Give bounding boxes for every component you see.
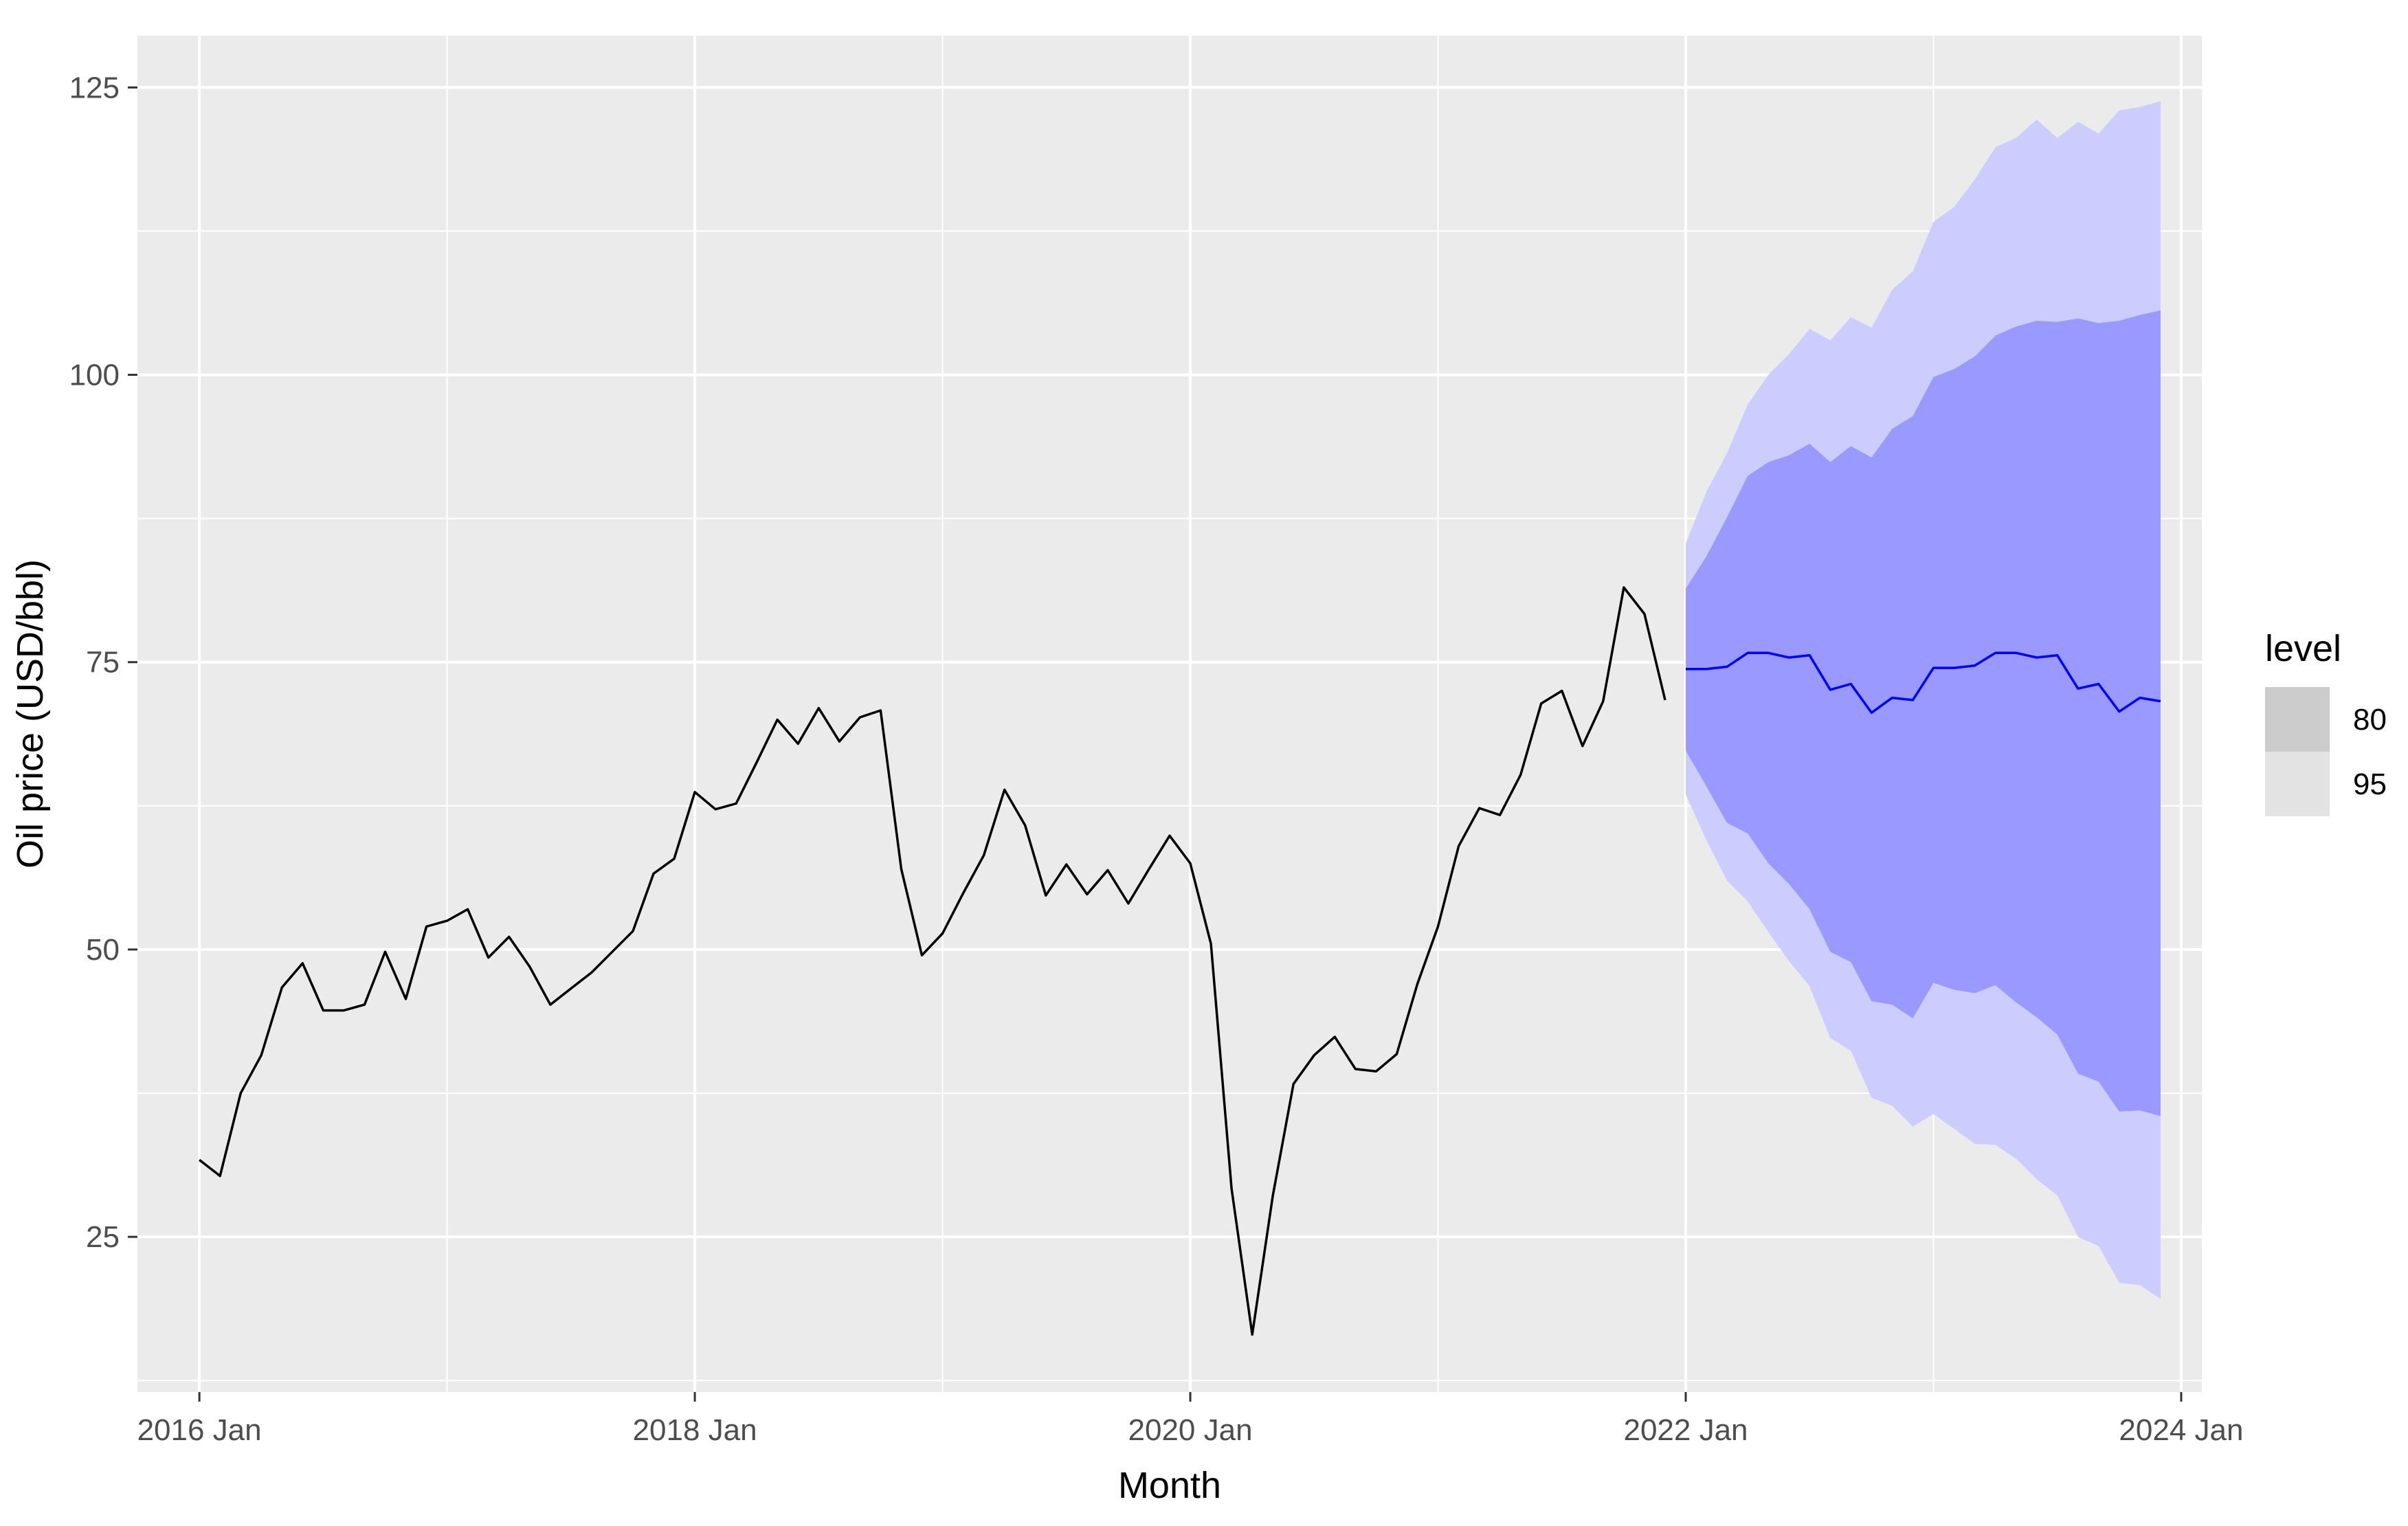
series-lines	[199, 586, 2161, 1336]
x-tick-label: 2024 Jan	[2119, 1413, 2243, 1447]
y-tick-label: 125	[69, 71, 120, 104]
legend-key-80	[2265, 687, 2330, 752]
y-axis: 25 50 75 100 125	[69, 71, 137, 1254]
x-tick-label: 2022 Jan	[1623, 1413, 1748, 1447]
legend-label-95: 95	[2353, 767, 2387, 801]
y-tick-label: 25	[86, 1220, 120, 1254]
legend-key-95	[2265, 752, 2330, 816]
x-axis: 2016 Jan 2018 Jan 2020 Jan 2022 Jan 2024 Jan	[137, 1392, 2243, 1447]
historical-line	[199, 586, 1666, 1336]
legend-label-80: 80	[2353, 703, 2387, 737]
y-tick-label: 100	[69, 359, 120, 392]
x-axis-title: Month	[1118, 1465, 1221, 1506]
x-tick-label: 2020 Jan	[1128, 1413, 1253, 1447]
x-tick-label: 2018 Jan	[633, 1413, 757, 1447]
legend: level 80 95	[2265, 628, 2387, 816]
band-80	[1686, 310, 2161, 1117]
x-tick-label: 2016 Jan	[137, 1413, 262, 1447]
prediction-intervals	[1686, 101, 2161, 1299]
y-axis-title: Oil price (USD/bbl)	[10, 559, 51, 868]
y-tick-label: 50	[86, 933, 120, 967]
legend-title: level	[2265, 628, 2341, 669]
y-tick-label: 75	[86, 646, 120, 680]
forecast-mean-line	[1686, 651, 2161, 715]
